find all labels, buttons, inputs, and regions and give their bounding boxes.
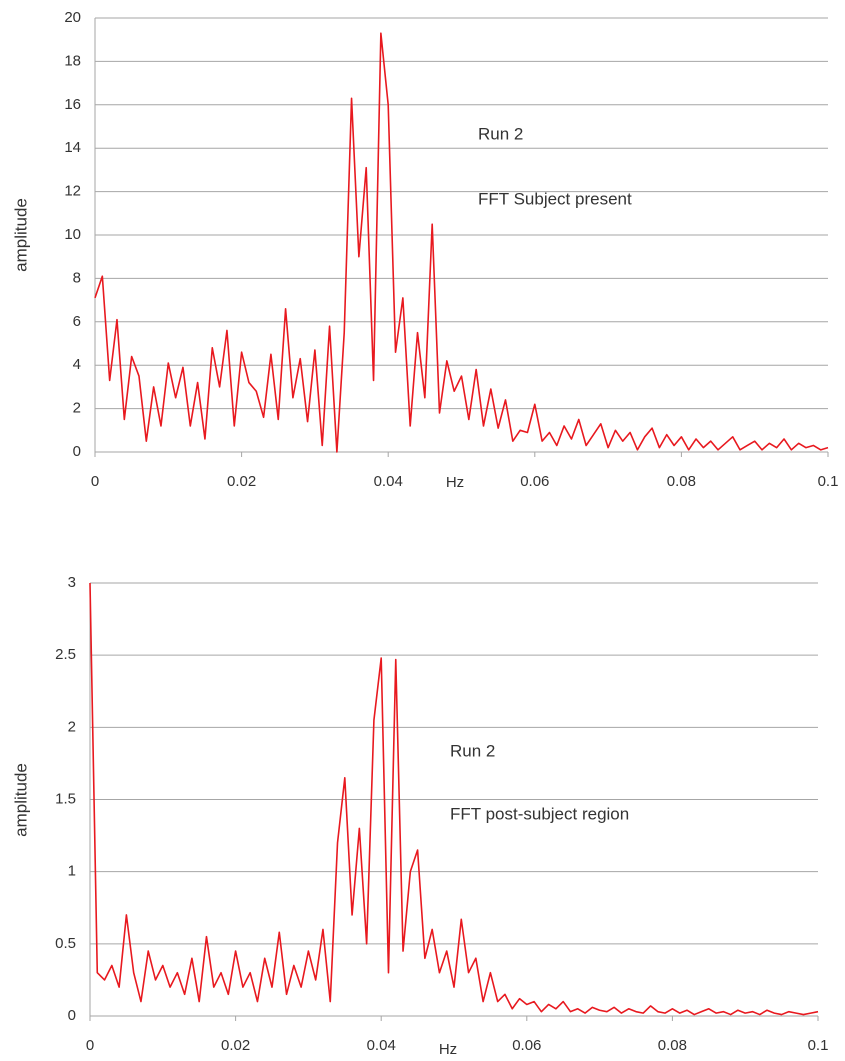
y-tick-label: 6 xyxy=(73,313,81,330)
x-axis-label: Hz xyxy=(446,474,464,491)
data-line xyxy=(94,32,829,453)
y-tick-label: 8 xyxy=(73,269,81,286)
y-tick-label: 16 xyxy=(64,96,81,113)
x-tick-label: 0.06 xyxy=(512,1037,541,1054)
x-tick-label: 0 xyxy=(91,473,99,490)
x-tick-label: 0.08 xyxy=(658,1037,687,1054)
x-tick-label: 0.04 xyxy=(367,1037,396,1054)
annotation: Run 2 xyxy=(478,124,523,143)
x-tick-label: 0.06 xyxy=(520,473,549,490)
y-tick-label: 12 xyxy=(64,183,81,200)
y-tick-label: 0.5 xyxy=(55,935,76,952)
y-tick-label: 10 xyxy=(64,226,81,243)
y-tick-label: 3 xyxy=(68,574,76,591)
annotation: FFT post-subject region xyxy=(450,804,629,823)
x-tick-label: 0.02 xyxy=(227,473,256,490)
x-axis-label: Hz xyxy=(439,1041,457,1058)
x-tick-label: 0.02 xyxy=(221,1037,250,1054)
y-tick-label: 20 xyxy=(64,9,81,26)
y-tick-label: 2.5 xyxy=(55,646,76,663)
annotation: Run 2 xyxy=(450,741,495,760)
x-tick-label: 0.04 xyxy=(374,473,403,490)
y-axis-label: amplitude xyxy=(11,763,30,837)
x-tick-label: 0.08 xyxy=(667,473,696,490)
y-tick-label: 1 xyxy=(68,863,76,880)
y-tick-label: 14 xyxy=(64,139,81,156)
y-tick-label: 18 xyxy=(64,52,81,69)
y-axis-label: amplitude xyxy=(11,198,30,272)
x-tick-label: 0 xyxy=(86,1037,94,1054)
y-tick-label: 0 xyxy=(73,443,81,460)
x-tick-label: 0.1 xyxy=(818,473,839,490)
data-line xyxy=(89,582,819,1016)
y-tick-label: 4 xyxy=(73,356,81,373)
x-tick-label: 0.1 xyxy=(808,1037,829,1054)
annotation: FFT Subject present xyxy=(478,189,632,208)
y-tick-label: 0 xyxy=(68,1007,76,1024)
y-tick-label: 2 xyxy=(68,718,76,735)
y-tick-label: 2 xyxy=(73,400,81,417)
y-tick-label: 1.5 xyxy=(55,790,76,807)
